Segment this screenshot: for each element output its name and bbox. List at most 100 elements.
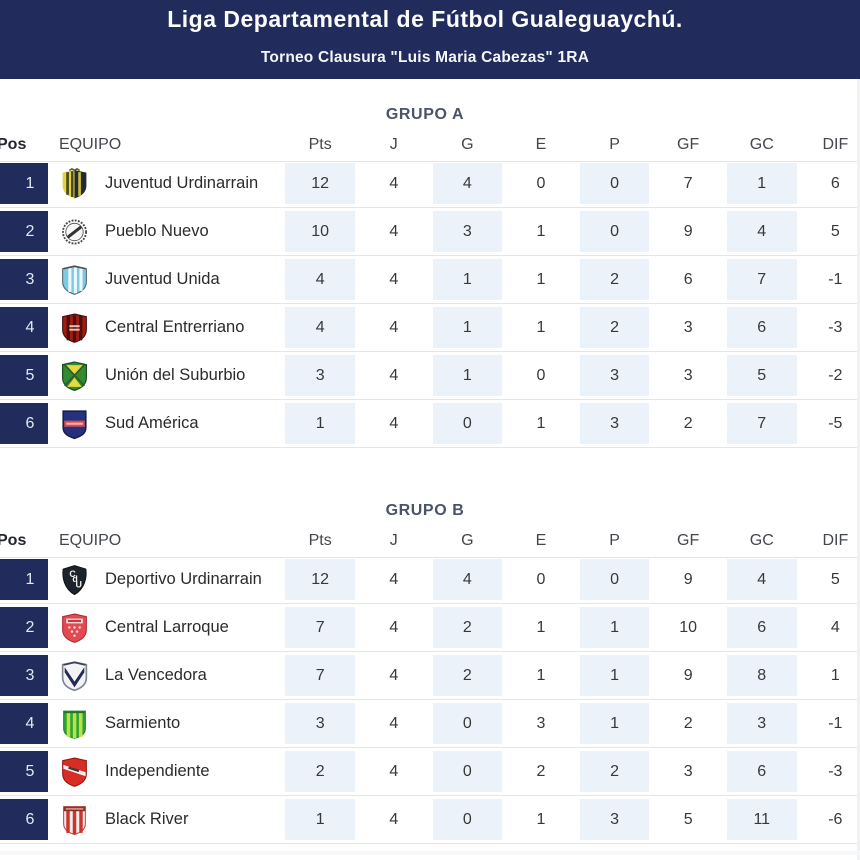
team-name: Central Entrerriano: [105, 318, 245, 336]
team-name: Sud América: [105, 414, 199, 432]
col-header-pos: Pos: [0, 532, 27, 549]
e-cell: 1: [536, 223, 546, 240]
e-cell: 2: [536, 763, 546, 780]
sud-america-logo: [59, 407, 89, 441]
p-cell: 3: [579, 403, 650, 444]
team-name: Unión del Suburbio: [105, 366, 246, 384]
gf-cell: 7: [683, 175, 693, 192]
team-cell: Black River: [52, 799, 281, 840]
position-cell: 6: [0, 403, 48, 444]
j-cell: 4: [389, 271, 399, 288]
g-cell: 2: [432, 655, 503, 696]
central-larroque-logo: [59, 611, 89, 645]
g-cell: 0: [432, 403, 503, 444]
la-vencedora-logo: [59, 659, 89, 693]
team-name: Central Larroque: [105, 618, 229, 636]
table-row: 5 Independiente 2 4 0 2 2 3 6 -3: [0, 751, 860, 799]
row-divider: [0, 843, 860, 844]
g-cell: 3: [432, 211, 503, 252]
gc-cell: 5: [726, 355, 797, 396]
p-cell: 0: [579, 163, 650, 204]
gf-cell: 6: [683, 271, 693, 288]
j-cell: 4: [389, 175, 399, 192]
team-cell: La Vencedora: [52, 655, 281, 696]
gc-cell: 6: [726, 307, 797, 348]
p-cell: 3: [579, 355, 650, 396]
row-divider: [0, 207, 860, 208]
position-cell: 6: [0, 799, 48, 840]
col-header-dif: DIF: [822, 532, 849, 549]
team-cell: Sud América: [52, 403, 281, 444]
juventud-urdinarrain-logo: [59, 167, 89, 201]
group-a-section: GRUPO A Pos EQUIPO Pts J G E P GF GC DIF…: [0, 104, 860, 451]
header-divider: [0, 557, 860, 558]
sarmiento-logo: [59, 707, 89, 741]
row-divider: [0, 795, 860, 796]
j-cell: 4: [389, 571, 399, 588]
team-cell: Juventud Urdinarrain: [52, 163, 281, 204]
g-cell: 2: [432, 607, 503, 648]
row-divider: [0, 651, 860, 652]
juventud-unida-logo: [59, 263, 89, 297]
right-edge-strip: [857, 79, 860, 860]
p-cell: 0: [579, 559, 650, 600]
gc-cell: 1: [726, 163, 797, 204]
p-cell: 2: [579, 751, 650, 792]
e-cell: 1: [536, 619, 546, 636]
table-row: 2 Pueblo Nuevo 10 4 3 1 0 9 4 5: [0, 211, 860, 259]
gf-cell: 9: [683, 667, 693, 684]
header-band: Liga Departamental de Fútbol Gualeguaych…: [0, 0, 860, 79]
e-cell: 1: [536, 319, 546, 336]
gc-cell: 11: [726, 799, 797, 840]
gf-cell: 5: [683, 811, 693, 828]
pts-cell: 3: [285, 355, 355, 396]
gc-cell: 4: [726, 559, 797, 600]
pts-cell: 12: [285, 559, 355, 600]
e-cell: 0: [536, 175, 546, 192]
gf-cell: 3: [683, 763, 693, 780]
central-entrerriano-logo: [59, 311, 89, 345]
p-cell: 3: [579, 799, 650, 840]
svg-text:C: C: [69, 568, 76, 578]
e-cell: 0: [536, 571, 546, 588]
gf-cell: 9: [683, 223, 693, 240]
j-cell: 4: [389, 319, 399, 336]
pts-cell: 1: [285, 403, 355, 444]
col-header-pts: Pts: [308, 532, 332, 549]
g-cell: 1: [432, 307, 503, 348]
dif-cell: 6: [830, 175, 840, 192]
team-cell: Sarmiento: [52, 703, 281, 744]
gf-cell: 3: [683, 367, 693, 384]
gc-cell: 8: [726, 655, 797, 696]
dif-cell: -1: [828, 271, 843, 288]
group-b-title: GRUPO B: [385, 502, 465, 519]
col-header-gf: GF: [677, 532, 700, 549]
group-b-table-header: Pos EQUIPO Pts J G E P GF GC DIF: [0, 530, 860, 551]
team-name: Juventud Unida: [105, 270, 220, 288]
g-cell: 1: [432, 355, 503, 396]
gc-cell: 7: [726, 259, 797, 300]
p-cell: 2: [579, 259, 650, 300]
union-del-suburbio-logo: [59, 359, 89, 393]
team-name: Deportivo Urdinarrain: [105, 570, 262, 588]
col-header-equipo: EQUIPO: [59, 136, 122, 153]
g-cell: 0: [432, 703, 503, 744]
p-cell: 1: [579, 655, 650, 696]
j-cell: 4: [389, 715, 399, 732]
e-cell: 1: [536, 667, 546, 684]
row-divider: [0, 699, 860, 700]
position-cell: 5: [0, 355, 48, 396]
table-row: 5 Unión del Suburbio 3 4 1 0 3 3 5 -2: [0, 355, 860, 403]
g-cell: 4: [432, 163, 503, 204]
p-cell: 2: [579, 307, 650, 348]
dif-cell: 5: [830, 223, 840, 240]
g-cell: 1: [432, 259, 503, 300]
table-row: 2 Central Larroque 7 4 2 1 1 10 6 4: [0, 607, 860, 655]
col-header-e: E: [535, 532, 547, 549]
black-river-logo: [59, 803, 89, 837]
gc-cell: 6: [726, 607, 797, 648]
page-subtitle: Torneo Clausura "Luis Maria Cabezas" 1RA: [260, 49, 590, 66]
j-cell: 4: [389, 367, 399, 384]
